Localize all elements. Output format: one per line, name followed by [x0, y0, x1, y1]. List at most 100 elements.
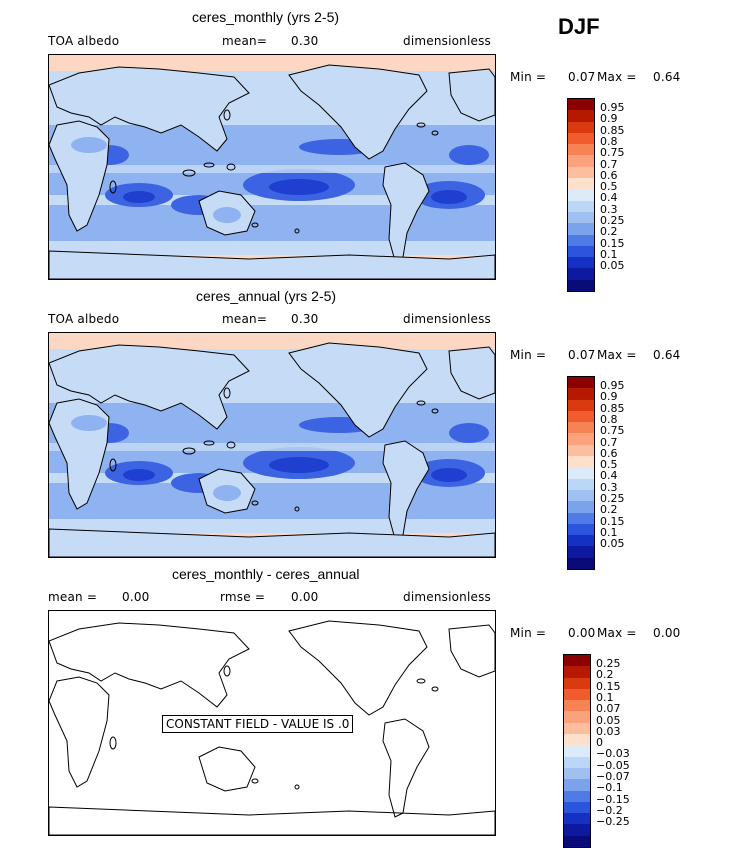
colorbar-tick-label: 0 — [596, 736, 603, 750]
colorbar-tick-label: 0.3 — [600, 202, 618, 216]
panel1-map — [48, 54, 496, 280]
colorbar-swatch — [564, 756, 590, 768]
colorbar-tick-label: 0.9 — [600, 390, 618, 404]
panel3-rmse-label: rmse = — [220, 590, 266, 604]
colorbar-tick-label: 0.7 — [600, 157, 618, 171]
colorbar-tick-label: −0.03 — [596, 747, 630, 761]
colorbar-tick-label: 0.25 — [600, 492, 625, 505]
panel3-mean-label: mean = — [48, 590, 98, 604]
colorbar-swatch — [564, 688, 590, 701]
panel2-max-label: Max = — [597, 348, 637, 362]
colorbar-tick-label: 0.2 — [596, 668, 614, 682]
panel3-colorbar — [563, 654, 591, 848]
colorbar-swatch — [564, 824, 590, 836]
panel2-min-label: Min = — [510, 348, 547, 362]
colorbar-swatch — [564, 711, 590, 723]
colorbar-swatch — [568, 155, 594, 167]
colorbar-tick-label: 0.05 — [600, 259, 625, 273]
colorbar-swatch — [568, 189, 594, 201]
panel3-units: dimensionless — [403, 590, 491, 604]
panel2-min-value: 0.07 — [568, 348, 596, 362]
colorbar-tick-label: 0.6 — [600, 168, 618, 182]
panel3-title: ceres_monthly - ceres_annual — [172, 566, 360, 582]
colorbar-tick-label: 0.85 — [600, 401, 625, 415]
panel2-mean-value: 0.30 — [291, 312, 319, 326]
colorbar-tick-label: 0.2 — [600, 503, 618, 517]
panel1-mean-label: mean= — [222, 34, 268, 48]
colorbar-swatch — [568, 523, 594, 536]
panel1-title: ceres_monthly (yrs 2-5) — [192, 9, 340, 25]
colorbar-swatch — [568, 268, 594, 280]
colorbar-swatch — [568, 433, 594, 445]
colorbar-swatch — [568, 257, 594, 269]
colorbar-tick-label: 0.1 — [600, 525, 618, 539]
colorbar-tick-label: 0.1 — [600, 247, 618, 261]
panel1-field-label: TOA albedo — [48, 34, 120, 48]
colorbar-swatch — [564, 835, 590, 848]
colorbar-swatch — [568, 234, 594, 246]
panel2-mean-label: mean= — [222, 312, 268, 326]
colorbar-tick-label: −0.2 — [596, 803, 623, 817]
colorbar-swatch — [568, 546, 594, 558]
panel2-units: dimensionless — [403, 312, 491, 326]
colorbar-tick-label: 0.8 — [600, 412, 618, 426]
panel1-min-label: Min = — [510, 70, 547, 84]
panel1-mean-value: 0.30 — [291, 34, 319, 48]
colorbar-swatch — [568, 121, 594, 133]
panel3-max-label: Max = — [597, 626, 637, 640]
colorbar-tick-label: 0.75 — [600, 424, 625, 438]
colorbar-swatch — [564, 722, 590, 735]
colorbar-tick-label: 0.03 — [596, 724, 621, 738]
colorbar-swatch — [564, 801, 590, 814]
colorbar-swatch — [568, 223, 594, 235]
colorbar-swatch — [568, 444, 594, 457]
panel3-min-value: 0.00 — [568, 626, 596, 640]
panel1-colorbar — [567, 98, 595, 293]
colorbar-swatch — [568, 166, 594, 179]
panel2-field-label: TOA albedo — [48, 312, 120, 326]
panel1-units: dimensionless — [403, 34, 491, 48]
colorbar-tick-label: 0.15 — [600, 514, 625, 528]
colorbar-swatch — [568, 410, 594, 423]
colorbar-tick-label: 0.05 — [596, 713, 621, 727]
panel2-max-value: 0.64 — [653, 348, 681, 362]
colorbar-tick-label: 0.95 — [600, 101, 625, 114]
panel3-max-value: 0.00 — [653, 626, 681, 640]
colorbar-tick-label: 0.7 — [600, 435, 618, 449]
colorbar-tick-label: 0.9 — [600, 112, 618, 126]
colorbar-swatch — [568, 399, 594, 411]
colorbar-tick-label: 0.4 — [600, 469, 618, 483]
constant-field-note: CONSTANT FIELD - VALUE IS .0 — [162, 715, 354, 733]
colorbar-swatch — [564, 700, 590, 712]
colorbar-tick-label: 0.25 — [600, 214, 625, 227]
panel3-mean-value: 0.00 — [122, 590, 150, 604]
colorbar-swatch — [568, 99, 594, 111]
colorbar-swatch — [564, 767, 590, 780]
colorbar-swatch — [568, 501, 594, 513]
colorbar-swatch — [564, 745, 590, 757]
colorbar-tick-label: 0.2 — [600, 225, 618, 239]
colorbar-tick-label: 0.5 — [600, 458, 618, 472]
panel1-max-label: Max = — [597, 70, 637, 84]
colorbar-swatch — [568, 211, 594, 224]
colorbar-swatch — [568, 456, 594, 468]
panel3-rmse-value: 0.00 — [291, 590, 319, 604]
colorbar-swatch — [568, 144, 594, 156]
colorbar-tick-label: −0.07 — [596, 770, 630, 783]
colorbar-swatch — [568, 388, 594, 400]
colorbar-swatch — [568, 279, 594, 292]
colorbar-tick-label: 0.95 — [600, 379, 625, 392]
colorbar-tick-label: 0.15 — [596, 679, 621, 693]
colorbar-swatch — [564, 813, 590, 825]
colorbar-swatch — [568, 377, 594, 389]
panel1-map-field — [49, 55, 495, 279]
colorbar-tick-label: −0.15 — [596, 792, 630, 806]
colorbar-swatch — [568, 467, 594, 479]
colorbar-tick-label: 0.1 — [596, 690, 614, 704]
colorbar-tick-label: 0.6 — [600, 446, 618, 460]
panel1-min-value: 0.07 — [568, 70, 596, 84]
colorbar-swatch — [568, 422, 594, 434]
colorbar-tick-label: 0.8 — [600, 134, 618, 148]
colorbar-swatch — [564, 655, 590, 667]
colorbar-tick-label: 0.85 — [600, 123, 625, 137]
